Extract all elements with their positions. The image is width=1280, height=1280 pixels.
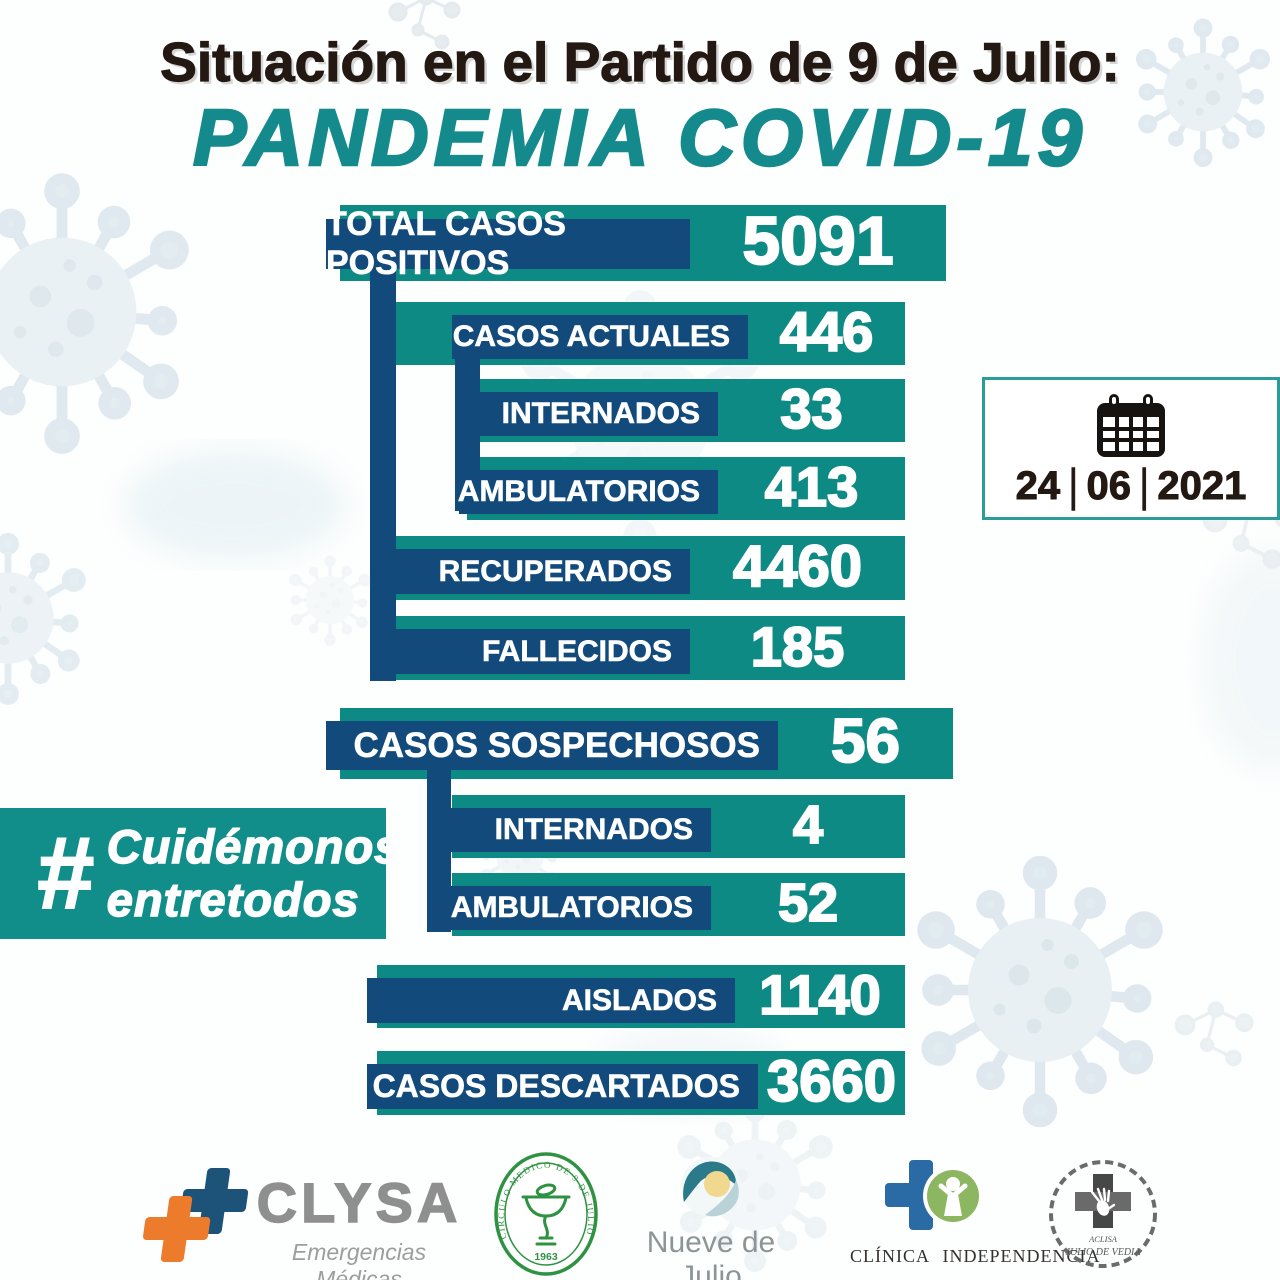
clysa-cross-icon [142, 1168, 249, 1262]
stat-label: FALLECIDOS [481, 634, 673, 668]
clinica-name: CLÍNICA INDEPENDENCIA [850, 1246, 1101, 1266]
stat-label: AISLADOS [561, 983, 718, 1017]
stat-label: CASOS ACTUALES [452, 320, 730, 354]
circulo-year: 1963 [534, 1251, 558, 1263]
clysa-name: CLYSA [256, 1170, 462, 1235]
stat-label: AMBULATORIOS [457, 475, 700, 509]
stat-value: 4 [792, 794, 824, 856]
hash-symbol: # [35, 815, 94, 930]
date-month: 06 [1086, 464, 1131, 509]
stat-label-box: TOTAL CASOS POSITIVOS [326, 205, 690, 282]
stat-value: 3660 [766, 1048, 897, 1115]
municipalidad-name: Nueve de Julio [646, 1226, 776, 1280]
connector-total [370, 253, 396, 681]
clinica-independencia-logo: CLÍNICA INDEPENDENCIA [850, 1158, 1101, 1278]
date-day: 24 [1015, 464, 1061, 509]
municipalidad-sun-wave-icon [681, 1157, 741, 1217]
stat-value: 56 [830, 706, 901, 777]
stat-value: 52 [777, 872, 839, 934]
hashtag-line2: entretodos [106, 872, 360, 926]
date-year: 2021 [1157, 464, 1247, 509]
stat-label-box: RECUPERADOS [388, 549, 690, 594]
stat-value: 4460 [732, 533, 863, 600]
stat-value: 1140 [758, 962, 882, 1027]
stat-label-box: FALLECIDOS [388, 629, 690, 674]
circulo-medico-emblem-icon: CIRCULO MEDICO DE 9 DE JULIO 1963 [494, 1152, 598, 1276]
circulo-medico-logo: CIRCULO MEDICO DE 9 DE JULIO 1963 [490, 1150, 602, 1280]
stat-label: INTERNADOS [501, 397, 700, 431]
page-title: Situación en el Partido de 9 de Julio: [160, 30, 1121, 93]
stat-label-box: AMBULATORIOS [446, 886, 711, 930]
clinica-cross-person-icon [885, 1160, 983, 1230]
stat-value: 185 [750, 614, 845, 679]
hashtag-banner: # Cuidémonos entretodos [0, 808, 401, 939]
hospital-line1: ACLISA [1088, 1234, 1118, 1244]
stat-label: TOTAL CASOS POSITIVOS [326, 205, 567, 283]
stat-label-box: CASOS SOSPECHOSOS [326, 721, 778, 770]
report-date-box: 24 | 06 | 2021 [982, 377, 1280, 520]
hospital-julio-de-vedia-logo: ACLISA JULIO DE VEDIA [1042, 1156, 1168, 1280]
stat-value: 33 [779, 376, 843, 441]
stat-label-box: INTERNADOS [446, 808, 711, 852]
hashtag-line1: Cuidémonos [106, 819, 402, 873]
stat-label-box: AISLADOS [367, 978, 735, 1023]
stat-label: CASOS SOSPECHOSOS [353, 725, 760, 765]
page-subtitle: PANDEMIA COVID-19 [192, 92, 1087, 184]
stat-label-box: AMBULATORIOS [457, 470, 718, 514]
stat-value: 5091 [741, 202, 894, 280]
municipalidad-logo: Nueve de Julio MUNICIPALIDAD [638, 1156, 784, 1280]
hospital-line2: JULIO DE VEDIA [1066, 1247, 1142, 1258]
stat-label: INTERNADOS [494, 813, 693, 847]
stat-label-box: INTERNADOS [459, 392, 718, 436]
stat-label: RECUPERADOS [438, 554, 672, 588]
stat-value: 446 [779, 299, 874, 364]
clysa-logo: CLYSA Emergencias Médicas [135, 1158, 470, 1280]
stat-label: AMBULATORIOS [450, 891, 693, 925]
report-date: 24 | 06 | 2021 [1015, 460, 1247, 511]
hospital-chain-cross-icon: ACLISA JULIO DE VEDIA [1049, 1160, 1157, 1268]
stat-label-box: CASOS DESCARTADOS [367, 1064, 758, 1109]
clysa-tagline: Emergencias Médicas [291, 1239, 427, 1280]
stat-label-box: CASOS ACTUALES [452, 315, 748, 359]
date-separator: | [1068, 460, 1079, 512]
stat-label: CASOS DESCARTADOS [372, 1068, 740, 1105]
date-separator: | [1139, 460, 1150, 512]
stat-value: 413 [764, 454, 859, 519]
calendar-icon [1097, 394, 1165, 457]
